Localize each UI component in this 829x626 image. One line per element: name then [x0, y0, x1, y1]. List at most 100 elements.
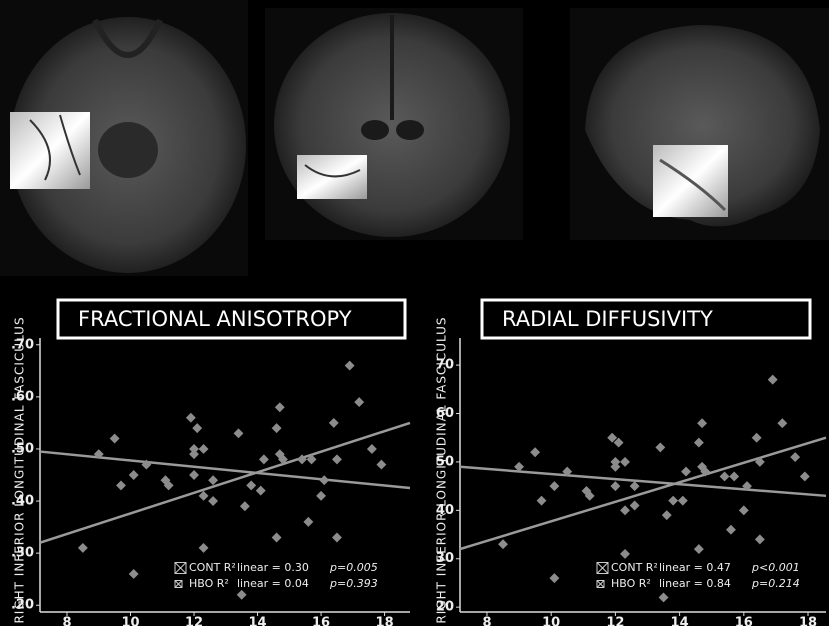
point — [316, 491, 326, 501]
legend-p: p=0.393 — [329, 577, 378, 590]
chart-title: FRACTIONAL ANISOTROPY — [78, 307, 352, 331]
point — [726, 525, 736, 535]
point — [303, 517, 313, 527]
page: {"chart_data": [ {"type": "scatter", "ti… — [0, 0, 829, 626]
x-tick-label: 18 — [376, 616, 394, 626]
point — [655, 442, 665, 452]
point — [367, 444, 377, 454]
point — [186, 413, 196, 423]
figure: FRACTIONAL ANISOTROPY RIGHT INFERIOR LONG… — [0, 0, 829, 626]
y-tick-label: 60 — [436, 406, 454, 421]
point — [199, 491, 209, 501]
legend-group: CONT R² — [189, 561, 236, 574]
y-axis-label: RIGHT INFERIOR LONGITUDINAL FASCICULUS — [13, 316, 27, 623]
x-tick-label: 18 — [799, 616, 817, 626]
legend-fit: linear = 0.47 — [659, 561, 731, 574]
point — [755, 534, 765, 544]
y-tick-label: .20 — [11, 598, 34, 613]
point — [78, 543, 88, 553]
point — [199, 444, 209, 454]
point — [332, 454, 342, 464]
legend-group: HBO R² — [611, 577, 651, 590]
point — [110, 434, 120, 444]
point — [729, 472, 739, 482]
x-tick-label: 10 — [121, 616, 139, 626]
point — [694, 544, 704, 554]
point — [620, 549, 630, 559]
point — [697, 418, 707, 428]
point — [129, 569, 139, 579]
legend-p: p=0.214 — [751, 577, 800, 590]
point — [790, 452, 800, 462]
point — [189, 470, 199, 480]
x-tick-label: 16 — [735, 616, 753, 626]
point — [272, 533, 282, 543]
point — [354, 397, 364, 407]
point — [720, 472, 730, 482]
point — [237, 590, 247, 600]
point — [246, 480, 256, 490]
point — [630, 501, 640, 511]
legend-p: p=0.005 — [329, 561, 378, 574]
x-tick-label: 12 — [185, 616, 203, 626]
y-tick-label: .50 — [11, 441, 34, 456]
legend-fit: linear = 0.84 — [659, 577, 731, 590]
point — [530, 447, 540, 457]
point — [659, 593, 669, 603]
point — [275, 402, 285, 412]
x-tick-label: 16 — [312, 616, 330, 626]
y-tick-label: 50 — [436, 454, 454, 469]
y-tick-label: .60 — [11, 389, 34, 404]
x-tick-label: 8 — [482, 616, 491, 626]
fit-line — [460, 438, 826, 549]
y-tick-label: 40 — [436, 503, 454, 518]
x-tick-label: 14 — [671, 616, 689, 626]
point — [752, 433, 762, 443]
point — [620, 457, 630, 467]
point — [332, 533, 342, 543]
point — [777, 418, 787, 428]
legend-fit: linear = 0.30 — [237, 561, 309, 574]
point — [610, 481, 620, 491]
brain-coronal — [265, 8, 523, 240]
point — [345, 361, 355, 371]
x-tick-label: 14 — [249, 616, 267, 626]
point — [192, 423, 202, 433]
point — [208, 496, 218, 506]
point — [199, 543, 209, 553]
point — [329, 418, 339, 428]
point — [272, 423, 282, 433]
point — [549, 573, 559, 583]
legend-fit: linear = 0.04 — [237, 577, 309, 590]
point — [116, 480, 126, 490]
brain-axial — [0, 0, 248, 276]
x-tick-label: 12 — [606, 616, 624, 626]
x-tick-label: 8 — [62, 616, 71, 626]
x-tick-label: 10 — [542, 616, 560, 626]
y-tick-label: 70 — [436, 358, 454, 373]
point — [630, 481, 640, 491]
point — [498, 539, 508, 549]
brain-sagittal — [570, 8, 829, 240]
point — [537, 496, 547, 506]
fit-line — [460, 467, 826, 496]
y-tick-label: .40 — [11, 494, 34, 509]
point — [240, 501, 250, 511]
point — [549, 481, 559, 491]
point — [208, 475, 218, 485]
point — [800, 472, 810, 482]
y-tick-label: 30 — [436, 551, 454, 566]
point — [129, 470, 139, 480]
point — [259, 454, 269, 464]
legend-group: CONT R² — [611, 561, 658, 574]
point — [256, 486, 266, 496]
point — [620, 505, 630, 515]
point — [739, 505, 749, 515]
chart-title: RADIAL DIFFUSIVITY — [502, 307, 713, 331]
point — [234, 428, 244, 438]
legend-p: p<0.001 — [751, 561, 800, 574]
point — [376, 460, 386, 470]
y-tick-label: .70 — [11, 337, 34, 352]
point — [768, 375, 778, 385]
point — [678, 496, 688, 506]
